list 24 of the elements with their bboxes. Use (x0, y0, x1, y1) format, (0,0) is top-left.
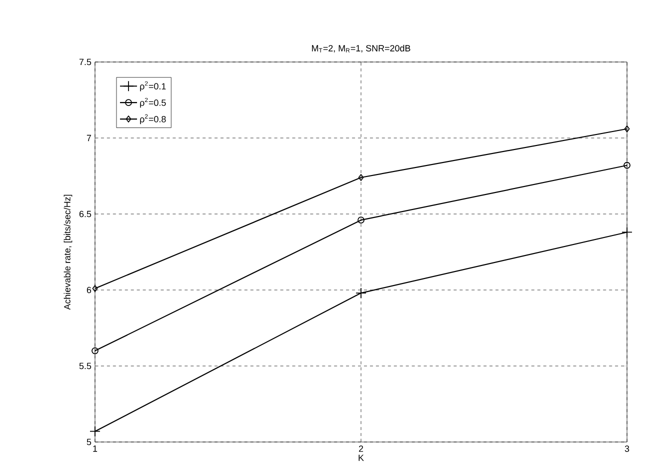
x-axis-title: K (358, 454, 364, 461)
point (92, 347, 98, 354)
legend-label: ρ$^{2}$=0.5 (140, 98, 166, 108)
y-tick-label: 6 (86, 286, 92, 294)
point (92, 285, 98, 292)
x-tick-label: 2 (358, 446, 364, 452)
legend-label: ρ$^{2}$=0.1 (140, 81, 166, 92)
y-axis-title: Achievable rate, [bits/sec/Hz] (64, 194, 72, 310)
point (358, 216, 364, 224)
legend-label: ρ$^{2}$=0.8 (140, 114, 166, 124)
x-tick-label: 3 (624, 446, 630, 452)
point (624, 125, 630, 132)
y-tick-label: 5.5 (79, 362, 92, 370)
y-tick-label: 7.5 (79, 58, 92, 66)
point (356, 288, 366, 298)
point (358, 174, 364, 181)
chart-title: M$_{T}$=2, M$_{R}$=1, SNR=20dB (312, 44, 410, 52)
point (622, 226, 632, 238)
y-tick-label: 7 (86, 134, 92, 142)
y-tick-label: 5 (86, 438, 92, 446)
point (624, 162, 630, 169)
y-tick-label: 6.5 (79, 210, 92, 218)
x-tick-label: 1 (93, 446, 98, 452)
point (90, 426, 100, 437)
